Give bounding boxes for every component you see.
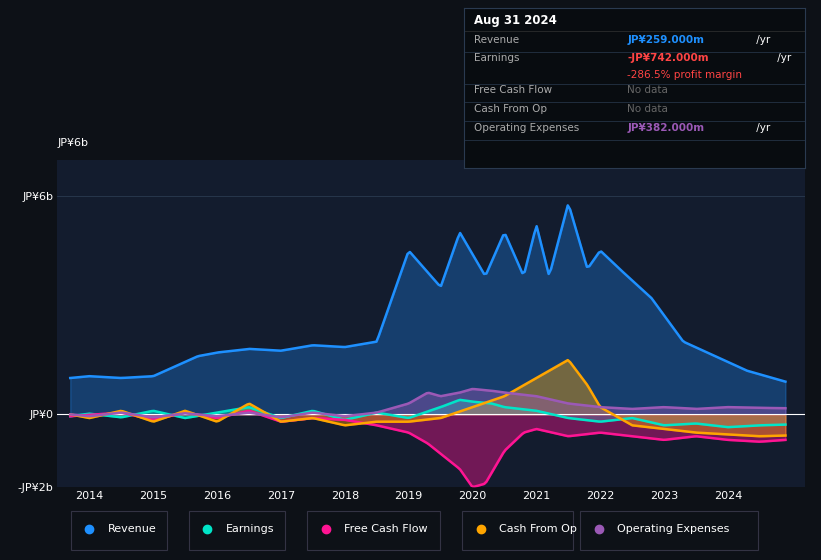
- Text: /yr: /yr: [754, 123, 771, 133]
- Text: Free Cash Flow: Free Cash Flow: [344, 524, 428, 534]
- Text: /yr: /yr: [754, 35, 771, 45]
- Text: Operating Expenses: Operating Expenses: [474, 123, 580, 133]
- Text: Earnings: Earnings: [474, 53, 520, 63]
- Text: Aug 31 2024: Aug 31 2024: [474, 14, 557, 27]
- Text: No data: No data: [627, 85, 668, 95]
- Text: JP¥382.000m: JP¥382.000m: [627, 123, 704, 133]
- FancyBboxPatch shape: [71, 511, 167, 550]
- Text: -JP¥742.000m: -JP¥742.000m: [627, 53, 709, 63]
- Text: -286.5% profit margin: -286.5% profit margin: [627, 71, 742, 81]
- Text: JP¥259.000m: JP¥259.000m: [627, 35, 704, 45]
- Text: Earnings: Earnings: [226, 524, 274, 534]
- Text: Free Cash Flow: Free Cash Flow: [474, 85, 553, 95]
- Text: Cash From Op: Cash From Op: [499, 524, 577, 534]
- Text: No data: No data: [627, 104, 668, 114]
- Text: JP¥6b: JP¥6b: [57, 138, 89, 148]
- Text: /yr: /yr: [774, 53, 791, 63]
- FancyBboxPatch shape: [580, 511, 758, 550]
- Text: Revenue: Revenue: [474, 35, 519, 45]
- Text: Cash From Op: Cash From Op: [474, 104, 547, 114]
- Text: Revenue: Revenue: [108, 524, 156, 534]
- FancyBboxPatch shape: [189, 511, 285, 550]
- Text: Operating Expenses: Operating Expenses: [617, 524, 730, 534]
- FancyBboxPatch shape: [307, 511, 440, 550]
- FancyBboxPatch shape: [462, 511, 573, 550]
